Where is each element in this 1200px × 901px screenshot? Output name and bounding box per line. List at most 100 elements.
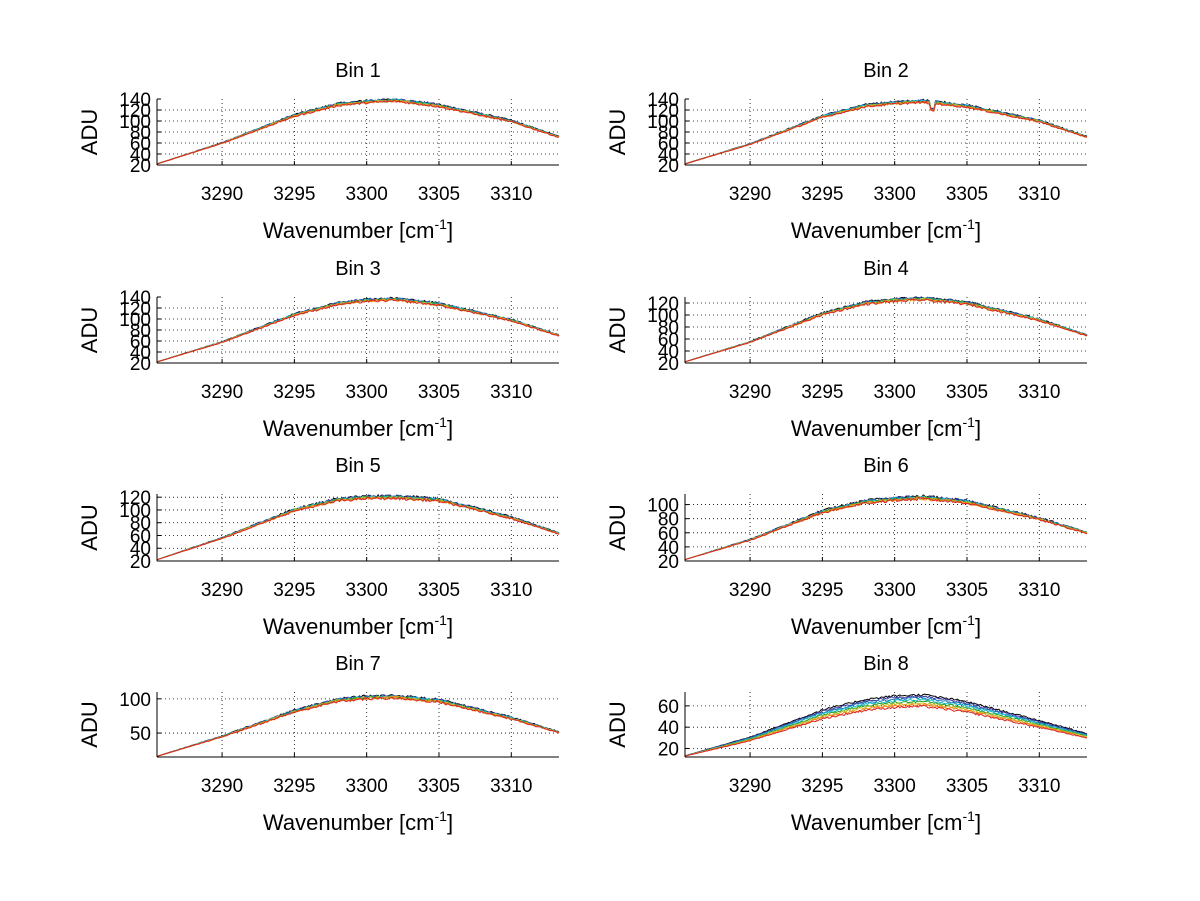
y-tick-label: 60 [130, 134, 151, 155]
x-tick-label: 3300 [874, 776, 916, 797]
y-axis-label: ADU [77, 307, 102, 353]
y-tick-label: 80 [130, 123, 151, 144]
y-axis-label: ADU [77, 504, 102, 550]
y-tick-label: 40 [130, 539, 151, 560]
spectrum-line [684, 698, 1088, 757]
y-tick-label: 80 [130, 321, 151, 342]
subplot-title: Bin 5 [335, 455, 381, 477]
x-tick-label: 3295 [801, 184, 843, 205]
x-tick-label: 3305 [946, 580, 988, 601]
y-tick-label: 100 [647, 112, 679, 133]
y-tick-label: 120 [119, 299, 151, 320]
x-axis-label-text: Wavenumber [cm [263, 614, 435, 639]
y-tick-label: 40 [658, 145, 679, 166]
y-tick-label: 20 [658, 739, 679, 760]
y-tick-label: 20 [130, 354, 151, 375]
y-tick-label: 40 [658, 538, 679, 559]
x-axis-label-end: ] [447, 614, 453, 639]
y-tick-label: 120 [119, 488, 151, 509]
x-tick-label: 3305 [418, 382, 460, 403]
x-axis-label: Wavenumber [cm-1] [791, 808, 981, 835]
x-tick-label: 3300 [874, 382, 916, 403]
y-tick-label: 20 [130, 156, 151, 177]
x-axis-label-end: ] [975, 416, 981, 441]
x-axis-label-superscript: -1 [963, 414, 976, 430]
spectrum-line [684, 704, 1087, 757]
x-axis-label-end: ] [975, 218, 981, 243]
y-tick-label: 20 [658, 156, 679, 177]
subplot-title: Bin 8 [863, 653, 909, 675]
y-axis-label: ADU [77, 701, 102, 747]
x-tick-label: 3295 [273, 382, 315, 403]
y-tick-label: 60 [658, 697, 679, 718]
y-tick-label: 120 [119, 101, 151, 122]
spectrum-line [684, 703, 1088, 757]
x-axis-label-text: Wavenumber [cm [791, 218, 963, 243]
subplot-title: Bin 6 [863, 455, 909, 477]
x-tick-label: 3310 [490, 776, 532, 797]
x-tick-label: 3290 [729, 382, 771, 403]
y-axis-label: ADU [605, 307, 630, 353]
y-tick-label: 140 [647, 90, 679, 111]
y-tick-label: 100 [119, 112, 151, 133]
x-tick-label: 3290 [201, 382, 243, 403]
x-tick-label: 3310 [1018, 184, 1060, 205]
x-tick-label: 3300 [346, 184, 388, 205]
y-tick-label: 60 [658, 330, 679, 351]
x-tick-label: 3310 [1018, 776, 1060, 797]
x-axis-label: Wavenumber [cm-1] [263, 612, 453, 639]
y-tick-label: 50 [130, 724, 151, 745]
y-tick-label: 20 [658, 354, 679, 375]
x-tick-label: 3310 [490, 382, 532, 403]
x-tick-label: 3300 [346, 580, 388, 601]
x-axis-label: Wavenumber [cm-1] [791, 414, 981, 441]
x-axis-label-end: ] [975, 810, 981, 835]
x-tick-label: 3290 [729, 184, 771, 205]
x-tick-label: 3300 [346, 776, 388, 797]
x-tick-label: 3300 [874, 580, 916, 601]
y-axis-label: ADU [605, 701, 630, 747]
x-axis-label: Wavenumber [cm-1] [791, 612, 981, 639]
subplot-title: Bin 4 [863, 258, 909, 280]
x-axis-label: Wavenumber [cm-1] [263, 808, 453, 835]
y-tick-label: 20 [658, 552, 679, 573]
y-tick-label: 80 [658, 318, 679, 339]
y-tick-label: 80 [130, 514, 151, 535]
x-tick-label: 3290 [729, 580, 771, 601]
spectrum-line [684, 100, 1088, 165]
x-axis-label-end: ] [447, 810, 453, 835]
x-axis-label-end: ] [975, 614, 981, 639]
x-tick-label: 3305 [946, 184, 988, 205]
x-tick-label: 3295 [801, 382, 843, 403]
y-tick-label: 100 [647, 306, 679, 327]
x-axis-label-superscript: -1 [435, 414, 448, 430]
y-axis-label: ADU [605, 109, 630, 155]
y-tick-label: 100 [119, 310, 151, 331]
x-tick-label: 3300 [874, 184, 916, 205]
x-tick-label: 3295 [273, 184, 315, 205]
x-axis-label-end: ] [447, 416, 453, 441]
x-axis-label: Wavenumber [cm-1] [263, 216, 453, 243]
spectrum-line [156, 99, 560, 165]
x-axis-label-superscript: -1 [963, 808, 976, 824]
subplot-title: Bin 3 [335, 258, 381, 280]
x-axis-label-text: Wavenumber [cm [791, 614, 963, 639]
y-tick-label: 100 [119, 501, 151, 522]
x-axis-label-superscript: -1 [963, 612, 976, 628]
y-tick-label: 100 [647, 496, 679, 517]
x-tick-label: 3290 [201, 580, 243, 601]
x-axis-label-superscript: -1 [435, 808, 448, 824]
x-axis-label-superscript: -1 [963, 216, 976, 232]
y-tick-label: 120 [647, 294, 679, 315]
x-tick-label: 3305 [418, 776, 460, 797]
y-tick-label: 100 [119, 690, 151, 711]
x-tick-label: 3305 [418, 580, 460, 601]
x-axis-label-text: Wavenumber [cm [263, 416, 435, 441]
y-tick-label: 60 [658, 134, 679, 155]
x-tick-label: 3305 [418, 184, 460, 205]
y-tick-label: 80 [658, 123, 679, 144]
